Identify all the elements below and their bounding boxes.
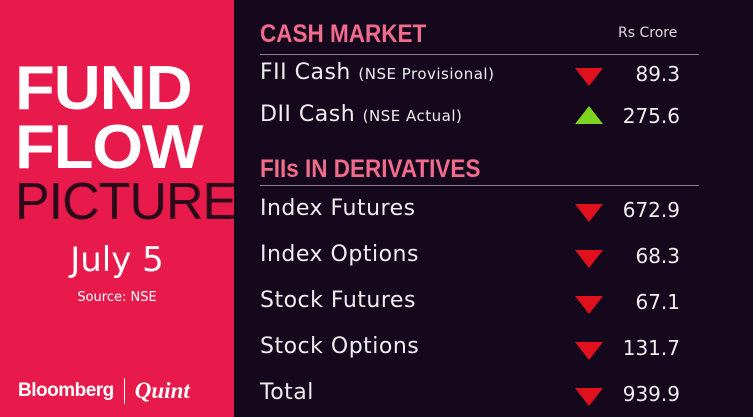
row-value: 68.3 [635, 244, 680, 268]
row-label-text: Stock Futures [260, 288, 416, 313]
down-arrow-icon [575, 68, 603, 86]
down-arrow-icon [575, 296, 603, 314]
row-label: Total [260, 380, 314, 405]
unit-label: Rs Crore [618, 25, 678, 41]
derivatives-header: FIIs IN DERIVATIVES [260, 155, 481, 183]
logo-divider [123, 378, 125, 404]
row-label: Stock Futures [260, 288, 416, 313]
row-label: Index Futures [260, 196, 416, 221]
row-value: 67.1 [635, 290, 680, 314]
table-row: Stock Futures 67.1 [260, 288, 700, 318]
row-label-text: DII Cash [260, 102, 356, 127]
title-fund: FUND [15, 54, 193, 123]
cash-market-header: CASH MARKET [260, 20, 427, 48]
table-row: DII Cash (NSE Actual) 275.6 [260, 102, 700, 132]
row-label: Index Options [260, 242, 419, 267]
title-flow: FLOW [15, 113, 203, 182]
row-label: DII Cash (NSE Actual) [260, 102, 462, 127]
down-arrow-icon [575, 388, 603, 406]
logo-quint: Quint [134, 378, 190, 403]
row-value: 131.7 [622, 336, 680, 360]
row-label: FII Cash (NSE Provisional) [260, 60, 494, 85]
table-row: Stock Options 131.7 [260, 334, 700, 364]
logo: Bloomberg Quint [18, 378, 190, 404]
source: Source: NSE [77, 290, 157, 305]
table-row: FII Cash (NSE Provisional) 89.3 [260, 60, 700, 90]
table-row: Index Futures 672.9 [260, 196, 700, 226]
down-arrow-icon [575, 204, 603, 222]
row-value: 89.3 [635, 62, 680, 86]
row-value: 672.9 [622, 198, 680, 222]
row-label-text: Stock Options [260, 334, 420, 359]
divider [260, 185, 699, 186]
row-value: 275.6 [622, 104, 680, 128]
row-note: (NSE Provisional) [358, 65, 495, 83]
row-label: Stock Options [260, 334, 419, 359]
divider [260, 54, 699, 55]
row-note: (NSE Actual) [362, 107, 463, 125]
title-picture: PICTURE [15, 173, 237, 231]
row-label-text: FII Cash [260, 60, 351, 85]
logo-bloomberg: Bloomberg [18, 380, 114, 401]
down-arrow-icon [575, 342, 603, 360]
row-label-text: Index Futures [260, 196, 416, 221]
row-label-text: Index Options [260, 242, 419, 267]
title-panel: FUND FLOW PICTURE July 5 Source: NSE Blo… [0, 0, 237, 417]
table-row: Total 939.9 [260, 380, 700, 410]
date: July 5 [70, 240, 164, 280]
down-arrow-icon [575, 250, 603, 268]
row-label-text: Total [260, 380, 314, 405]
up-arrow-icon [575, 106, 603, 124]
table-row: Index Options 68.3 [260, 242, 700, 272]
row-value: 939.9 [622, 382, 680, 406]
